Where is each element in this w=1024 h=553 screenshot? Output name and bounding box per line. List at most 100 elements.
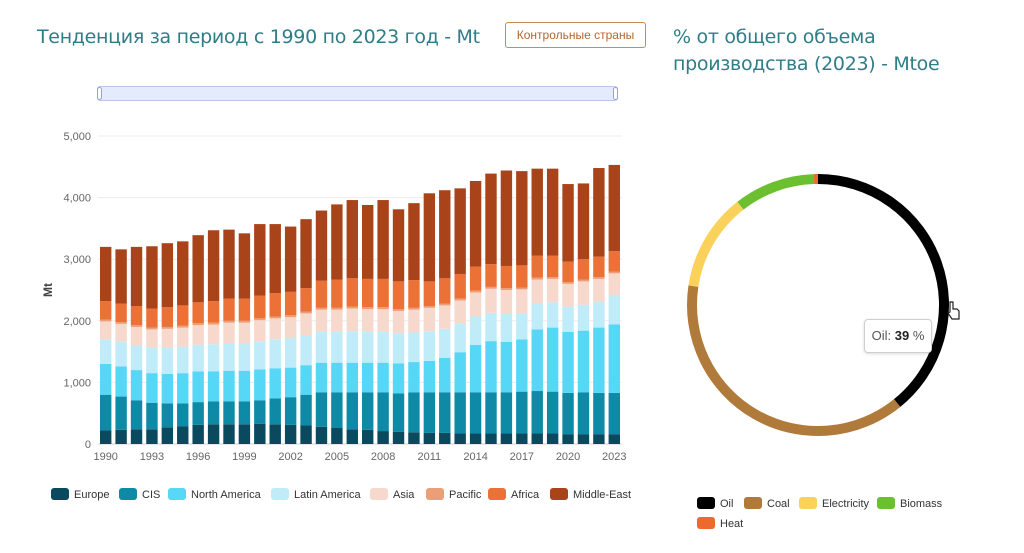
bar-segment xyxy=(254,400,266,424)
bar-segment xyxy=(531,329,543,392)
y-tick-label: 5,000 xyxy=(63,131,91,143)
bar-segment xyxy=(100,339,112,364)
legend-swatch xyxy=(370,488,388,500)
bar-segment xyxy=(408,307,420,310)
legend-swatch xyxy=(119,488,137,500)
bar-segment xyxy=(439,357,451,393)
bar-segment xyxy=(284,367,297,398)
bar-segment xyxy=(331,307,343,310)
bar-segment xyxy=(254,224,266,296)
bar-segment xyxy=(423,432,436,444)
bar-segment xyxy=(546,433,559,444)
bar-segment xyxy=(207,230,220,302)
legend-label: CIS xyxy=(142,489,160,501)
bar-segment xyxy=(500,341,513,393)
bar-segment xyxy=(469,316,482,345)
bar-segment xyxy=(362,307,374,310)
pointer-cursor-icon xyxy=(947,301,960,320)
bar-segment xyxy=(269,318,281,340)
bar-segment xyxy=(331,279,343,308)
bar-segment xyxy=(577,183,590,260)
bar-segment xyxy=(284,291,297,316)
legend-label: Biomass xyxy=(900,498,943,510)
pointer-cursor-shape xyxy=(947,301,960,320)
legend-swatch xyxy=(488,488,506,500)
bar-segment xyxy=(130,345,143,371)
range-end-handle[interactable] xyxy=(613,87,618,100)
bar-segment xyxy=(192,302,204,324)
legend-label: Middle-East xyxy=(573,489,631,501)
bar-segment xyxy=(207,324,220,345)
bar-segment xyxy=(454,433,466,444)
year-range-slider[interactable] xyxy=(97,86,618,101)
bar-segment xyxy=(593,278,605,302)
bar-segment xyxy=(100,430,112,444)
bar-segment xyxy=(130,400,143,430)
bar-segment xyxy=(223,424,235,444)
bar-segment xyxy=(593,301,605,328)
bar-segment xyxy=(377,278,389,308)
bar-segment xyxy=(439,328,451,358)
bar-segment xyxy=(130,246,143,307)
bar-segment xyxy=(546,277,559,279)
bar-segment xyxy=(531,255,543,278)
bar-segment xyxy=(469,180,482,267)
bar-segment xyxy=(315,210,328,281)
bar-segment xyxy=(315,392,328,427)
bar-segment xyxy=(331,362,343,393)
right-chart-title: % от общего объема производства (2023) -… xyxy=(673,26,940,75)
bar-segment xyxy=(362,429,374,444)
bar-segment xyxy=(423,360,436,393)
bar-segment xyxy=(238,298,251,321)
bar-segment xyxy=(546,255,559,278)
bar-segment xyxy=(531,277,543,280)
bar-segment xyxy=(608,273,620,296)
bar-segment xyxy=(562,392,574,435)
bar-segment xyxy=(300,288,312,312)
bar-segment xyxy=(423,307,436,332)
bar-segment xyxy=(161,373,174,404)
bar-segment xyxy=(161,328,174,348)
bar-segment xyxy=(161,403,174,428)
bar-segment xyxy=(315,280,328,308)
benchmark-countries-button[interactable]: Контрольные страны xyxy=(505,22,646,48)
bar-segment xyxy=(577,259,590,280)
bar-segment xyxy=(531,391,543,434)
bar-segment xyxy=(284,317,297,339)
bar-segment xyxy=(469,392,482,434)
bar-segment xyxy=(115,366,127,397)
bar-segment xyxy=(593,327,605,393)
bar-segment xyxy=(238,342,251,371)
bar-segment xyxy=(238,370,251,402)
bar-segment xyxy=(408,203,420,281)
y-tick-label: 2,000 xyxy=(63,316,91,328)
bar-segment xyxy=(223,322,235,343)
bar-segment xyxy=(392,209,405,282)
bar-segment xyxy=(485,392,497,434)
bar-segment xyxy=(593,168,605,257)
bar-segment xyxy=(608,392,620,435)
legend-label: North America xyxy=(191,489,262,501)
bar-segment xyxy=(423,306,436,308)
range-start-handle[interactable] xyxy=(97,87,102,100)
bar-segment xyxy=(177,325,189,328)
bar-segment xyxy=(500,265,513,289)
bar-segment xyxy=(130,370,143,401)
bar-segment xyxy=(115,323,127,342)
legend-swatch xyxy=(271,488,289,500)
legend-swatch xyxy=(877,497,895,509)
bar-segment xyxy=(161,326,174,329)
bar-segment xyxy=(531,279,543,304)
bar-segment xyxy=(346,392,358,430)
bar-segment xyxy=(577,434,590,444)
bar-segment xyxy=(346,200,358,279)
bar-segment xyxy=(346,278,358,307)
bar-segment xyxy=(100,321,112,340)
donut-slice xyxy=(686,285,901,436)
bar-segment xyxy=(254,423,266,444)
donut-slice xyxy=(688,201,744,287)
bar-segment xyxy=(238,322,251,343)
bar-segment xyxy=(485,288,497,313)
bar-segment xyxy=(562,283,574,307)
bar-segment xyxy=(331,392,343,428)
